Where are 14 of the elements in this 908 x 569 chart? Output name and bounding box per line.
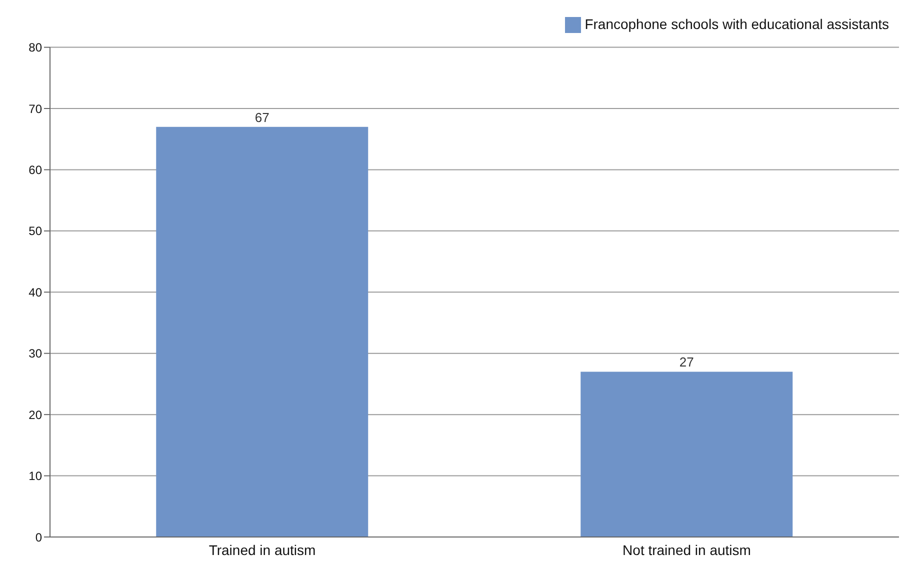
y-tick-label: 80 xyxy=(28,40,42,55)
y-tick-label: 30 xyxy=(28,346,42,361)
legend-label: Francophone schools with educational assistants xyxy=(584,16,889,32)
x-tick-label: Trained in autism xyxy=(208,542,316,558)
data-label: 27 xyxy=(679,354,694,370)
y-tick-label: 70 xyxy=(28,102,42,116)
y-tick-label: 50 xyxy=(28,224,42,238)
y-tick-label: 0 xyxy=(35,530,42,544)
y-tick-label: 60 xyxy=(28,162,42,177)
y-tick-label: 40 xyxy=(28,285,42,300)
x-tick-label: Not trained in autism xyxy=(622,542,751,558)
y-tick-label: 10 xyxy=(28,469,42,484)
data-label: 67 xyxy=(254,110,270,125)
y-tick-label: 20 xyxy=(28,408,42,422)
